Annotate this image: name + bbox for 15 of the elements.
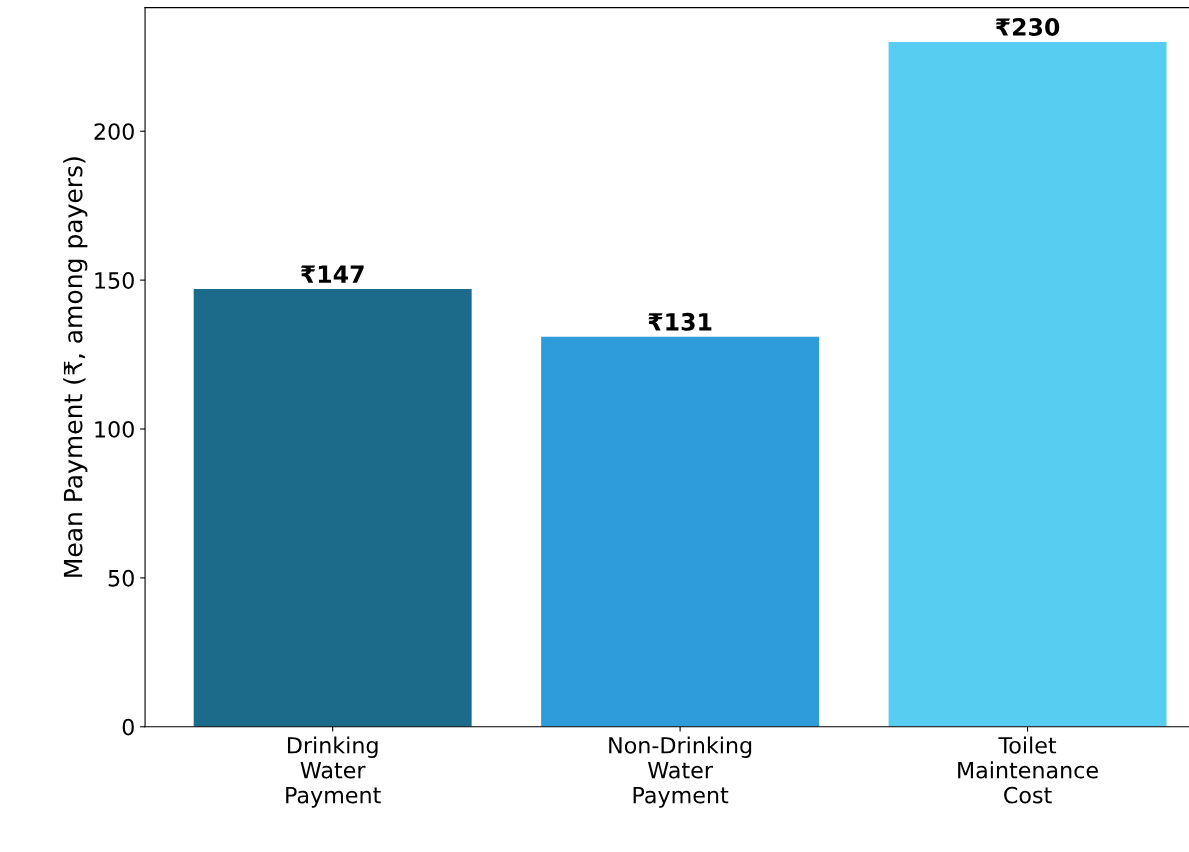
x-tick-label: Non-Drinking Water Payment (609, 736, 752, 808)
data-label: ₹147 (301, 265, 364, 283)
y-tick-label: 100 (95, 420, 134, 438)
bar (888, 41, 1167, 727)
data-label: ₹131 (648, 312, 712, 331)
x-tick-label: Drinking Water Payment (286, 736, 381, 808)
y-tick-label: 200 (94, 123, 134, 140)
bar (541, 336, 820, 727)
y-axis-title: Mean Payment (₹, among payers) (63, 157, 88, 577)
y-tick-label: 50 (108, 569, 134, 587)
y-tick-label: 0 (122, 718, 134, 736)
data-label: ₹230 (995, 18, 1060, 36)
y-tick-label: 150 (95, 272, 134, 289)
bar (193, 289, 472, 727)
x-tick-label: Toilet Maintenance Cost (958, 736, 1098, 804)
